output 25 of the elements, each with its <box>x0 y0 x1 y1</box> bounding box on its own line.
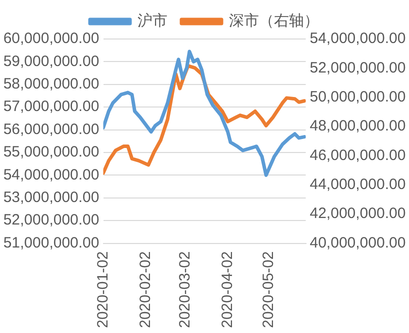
y2-tick-label: 54,000,000.00 <box>310 30 406 48</box>
y2-tick-label: 46,000,000.00 <box>310 146 406 164</box>
legend-label: 沪市 <box>138 12 168 30</box>
y-tick-label: 51,000,000.00 <box>3 234 100 252</box>
y2-tick-label: 42,000,000.00 <box>310 205 406 222</box>
y-tick-label: 59,000,000.00 <box>3 52 100 70</box>
x-tick-label: 2020-01-02 <box>94 251 112 328</box>
legend-label: 深市（右轴） <box>229 12 319 30</box>
y-tick-label: 60,000,000.00 <box>3 30 100 48</box>
x-tick-label: 2020-05-02 <box>260 251 277 328</box>
y2-tick-label: 52,000,000.00 <box>310 59 406 76</box>
x-tick-label: 2020-03-02 <box>176 251 194 328</box>
y-tick-label: 57,000,000.00 <box>3 98 100 116</box>
y-tick-label: 54,000,000.00 <box>3 166 100 184</box>
y2-tick-label: 40,000,000.00 <box>310 234 406 252</box>
y2-tick-label: 50,000,000.00 <box>310 88 406 106</box>
y-tick-label: 53,000,000.00 <box>3 189 100 206</box>
y-tick-label: 58,000,000.00 <box>3 76 100 93</box>
y-tick-label: 55,000,000.00 <box>3 144 100 161</box>
y2-tick-label: 48,000,000.00 <box>310 118 406 135</box>
x-tick-label: 2020-04-02 <box>218 251 236 328</box>
y2-tick-label: 44,000,000.00 <box>310 176 406 194</box>
y-tick-label: 52,000,000.00 <box>3 212 100 229</box>
y-tick-label: 56,000,000.00 <box>3 120 100 138</box>
x-tick-label: 2020-02-02 <box>136 251 154 328</box>
